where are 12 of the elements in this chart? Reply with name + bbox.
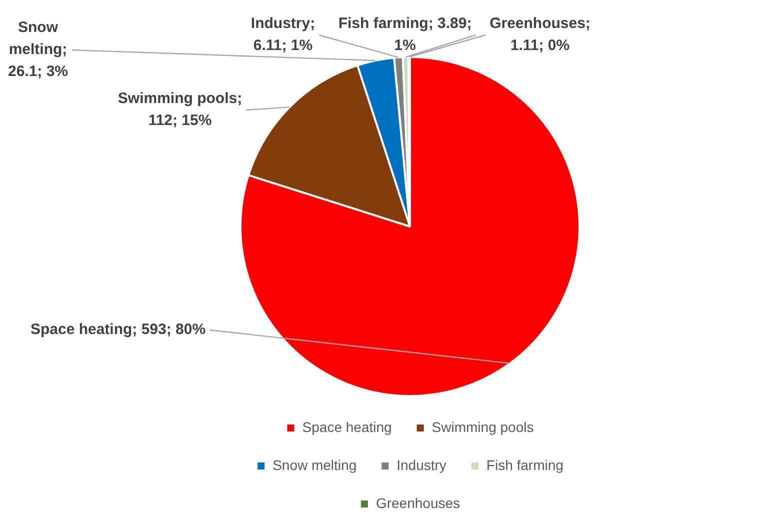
data-label: Space heating; 593; 80%	[30, 321, 206, 338]
data-label: Industry; 6.11; 1%	[250, 15, 316, 54]
legend-label: Fish farming	[486, 456, 564, 473]
legend-label: Space heating	[302, 418, 392, 435]
data-label: Snow melting; 26.1; 3%	[8, 19, 68, 80]
data-label: Greenhouses; 1.11; 0%	[490, 15, 590, 54]
legend-label: Swimming pools	[432, 418, 534, 435]
legend-label: Industry	[396, 456, 446, 473]
legend-label: Snow melting	[272, 456, 357, 473]
data-label: Swimming pools; 112; 15%	[118, 90, 242, 130]
data-label: Fish farming; 3.89; 1%	[338, 15, 472, 54]
legend-label: Greenhouses	[376, 494, 460, 511]
